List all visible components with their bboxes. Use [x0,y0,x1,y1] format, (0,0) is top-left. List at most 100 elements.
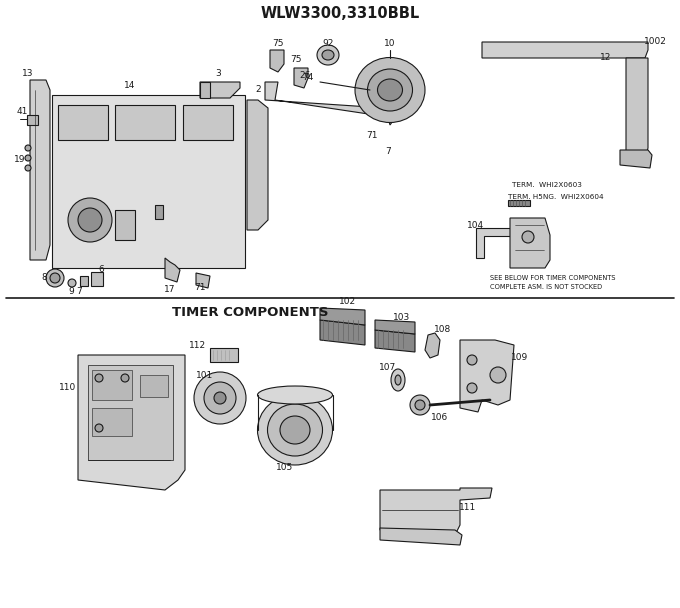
Text: 109: 109 [511,353,528,362]
Ellipse shape [391,369,405,391]
Text: SEE BELOW FOR TIMER COMPONENTS: SEE BELOW FOR TIMER COMPONENTS [490,275,615,281]
Text: 6: 6 [98,264,104,274]
Text: 9: 9 [68,286,74,295]
Polygon shape [270,50,284,72]
Polygon shape [27,115,38,125]
Text: 104: 104 [467,221,485,229]
Polygon shape [247,100,268,230]
Text: COMPLETE ASM. IS NOT STOCKED: COMPLETE ASM. IS NOT STOCKED [490,284,602,290]
Polygon shape [165,258,180,282]
Text: 103: 103 [393,314,411,322]
Text: 71: 71 [367,131,378,139]
Circle shape [214,392,226,404]
Bar [92,370,132,400]
Ellipse shape [322,50,334,60]
Circle shape [415,400,425,410]
Bar [210,348,238,362]
Text: 41: 41 [16,108,28,117]
Bar [155,205,163,219]
Ellipse shape [395,375,401,385]
Text: 17: 17 [165,286,175,294]
Polygon shape [380,528,462,545]
Text: 75: 75 [290,55,302,64]
Circle shape [78,208,102,232]
Circle shape [522,231,534,243]
Ellipse shape [367,69,413,111]
Polygon shape [380,488,492,535]
Polygon shape [476,228,510,258]
Polygon shape [294,68,308,88]
Ellipse shape [377,79,403,101]
Bar [508,200,530,206]
Ellipse shape [280,416,310,444]
Polygon shape [626,58,648,158]
Text: 105: 105 [276,463,294,471]
Text: 71: 71 [194,283,206,291]
Polygon shape [30,80,50,260]
Ellipse shape [267,404,322,456]
Polygon shape [200,82,210,98]
Text: 3: 3 [215,69,221,78]
Text: 1002: 1002 [643,38,666,46]
Text: TIMER COMPONENTS: TIMER COMPONENTS [172,305,328,319]
Circle shape [121,374,129,382]
Text: 110: 110 [59,384,77,393]
Polygon shape [460,340,514,412]
Text: 101: 101 [197,370,214,379]
Circle shape [46,269,64,287]
Bar [115,105,175,140]
Text: 26: 26 [299,71,311,80]
Ellipse shape [258,395,333,465]
Circle shape [490,367,506,383]
Text: WLW3300,3310BBL: WLW3300,3310BBL [260,7,420,21]
Circle shape [204,382,236,414]
Text: 19: 19 [14,156,26,165]
Circle shape [467,355,477,365]
Circle shape [25,155,31,161]
Circle shape [467,383,477,393]
Polygon shape [620,150,652,168]
Bar [91,272,103,286]
Polygon shape [375,330,415,352]
Polygon shape [320,320,365,345]
Text: 74: 74 [303,74,313,83]
Circle shape [50,273,60,283]
Circle shape [68,279,76,287]
Bar [58,105,108,140]
Text: 106: 106 [431,413,449,423]
Text: 92: 92 [322,38,334,47]
Polygon shape [200,82,240,98]
Polygon shape [320,308,365,325]
Ellipse shape [317,45,339,65]
Text: 14: 14 [124,80,136,89]
Circle shape [410,395,430,415]
Text: 8: 8 [41,272,47,282]
Ellipse shape [355,58,425,122]
Polygon shape [510,218,550,268]
Polygon shape [78,355,185,490]
Text: TERM. H5NG.  WHI2X0604: TERM. H5NG. WHI2X0604 [508,194,604,200]
Text: 102: 102 [339,297,356,306]
Bar [80,276,88,286]
Text: 10: 10 [384,38,396,47]
Circle shape [25,145,31,151]
Bar [92,408,132,436]
Text: 2: 2 [255,86,261,94]
Text: 111: 111 [460,503,477,513]
Text: TERM.  WHI2X0603: TERM. WHI2X0603 [512,182,582,188]
Circle shape [95,424,103,432]
Text: 75: 75 [272,38,284,47]
Text: 107: 107 [379,362,396,371]
Circle shape [25,165,31,171]
Bar [140,375,168,397]
Text: 108: 108 [435,325,452,334]
Text: 7: 7 [385,148,391,156]
Text: 12: 12 [600,54,612,63]
Circle shape [68,198,112,242]
Polygon shape [52,95,245,268]
Text: 7: 7 [76,288,82,297]
Bar [183,105,233,140]
Polygon shape [375,320,415,334]
Ellipse shape [258,386,333,404]
Text: 112: 112 [190,340,207,350]
